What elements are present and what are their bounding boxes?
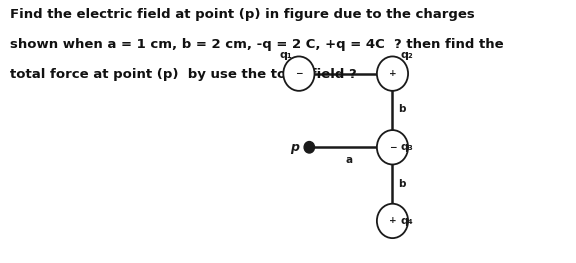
Text: +: + — [389, 216, 396, 225]
Ellipse shape — [377, 57, 408, 91]
Ellipse shape — [377, 130, 408, 164]
Text: −: − — [295, 69, 302, 78]
Text: −: − — [389, 143, 396, 152]
Text: q₂: q₂ — [401, 50, 414, 60]
Text: shown when a = 1 cm, b = 2 cm, -q = 2 C, +q = 4C  ? then find the: shown when a = 1 cm, b = 2 cm, -q = 2 C,… — [10, 38, 504, 51]
Text: b: b — [398, 179, 406, 189]
Text: q₃: q₃ — [401, 142, 414, 152]
Text: b: b — [398, 104, 406, 114]
Text: q₄: q₄ — [401, 216, 414, 226]
Text: p: p — [290, 141, 300, 154]
Text: +: + — [389, 69, 396, 78]
Text: a: a — [346, 155, 353, 165]
Ellipse shape — [304, 141, 314, 153]
Ellipse shape — [377, 204, 408, 238]
Text: q₁: q₁ — [279, 50, 292, 60]
Ellipse shape — [283, 57, 314, 91]
Text: Find the electric field at point (p) in figure due to the charges: Find the electric field at point (p) in … — [10, 8, 475, 21]
Text: total force at point (p)  by use the total field ?: total force at point (p) by use the tota… — [10, 68, 357, 81]
